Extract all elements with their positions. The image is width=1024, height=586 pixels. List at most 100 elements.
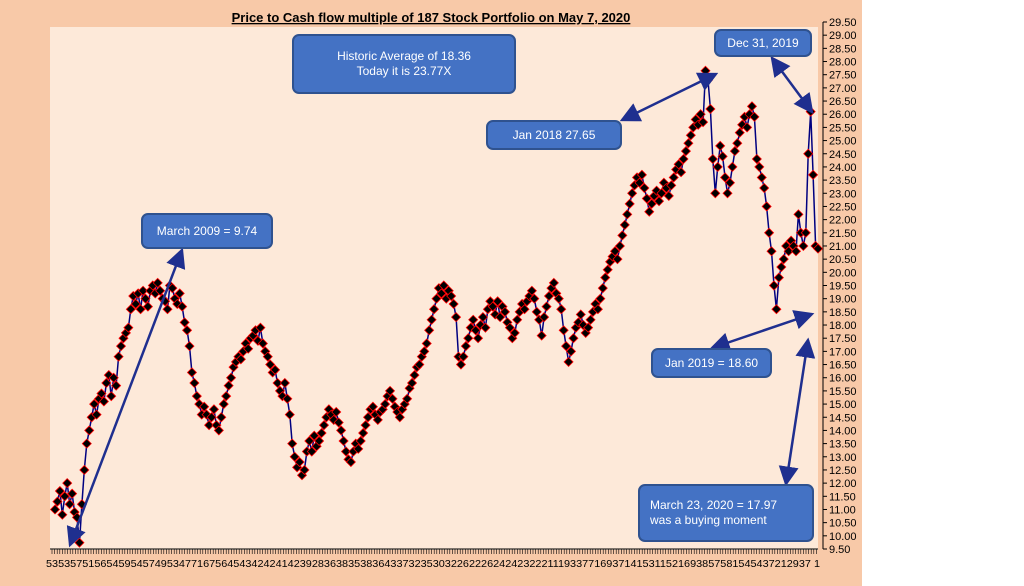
data-point [563,356,574,367]
data-point [715,140,726,151]
data-point [531,306,542,317]
callout-march-2009-text: March 2009 = 9.74 [156,223,258,238]
callout-jan-2018: Jan 2018 27.65 [486,120,622,150]
data-point [561,341,572,352]
data-point [568,333,579,344]
data-point [424,325,435,336]
data-point [270,364,281,375]
data-point [477,312,489,323]
data-point [600,272,611,283]
data-point [446,290,457,302]
data-point [759,182,770,194]
data-point [724,177,736,188]
data-point [622,209,633,220]
y-tick-label: 28.00 [829,57,857,69]
data-point [732,138,743,149]
data-point [529,293,540,304]
data-point [345,456,356,468]
arrow-march-2020 [778,337,816,487]
chart-svg: Price to Cash flow multiple of 187 Stock… [0,0,862,586]
data-point [304,435,315,447]
data-point [641,193,652,204]
data-point [634,177,645,188]
y-tick-label: 29.50 [829,17,857,29]
plot-area [50,27,818,550]
data-point [756,172,767,183]
data-point [585,314,596,325]
data-point [455,359,467,370]
data-point [727,161,738,172]
data-point [685,130,696,141]
callout-historic-average-line2: Today it is 23.77X [356,64,452,78]
data-point [340,446,352,457]
callout-dec-2019: Dec 31, 2019 [714,29,812,57]
data-point [754,161,765,172]
data-point [294,456,305,468]
data-point [808,169,819,180]
y-tick-label: 14.00 [829,425,857,437]
data-point [282,393,293,404]
data-point [673,159,684,170]
y-tick-label: 19.50 [829,281,857,293]
data-point [333,417,344,428]
y-tick-label: 26.50 [829,96,857,108]
data-point [394,412,405,423]
data-point [257,338,268,349]
data-point [644,206,655,217]
y-tick-label: 23.00 [829,188,857,200]
data-point [226,372,237,383]
data-point [204,420,215,431]
data-point [683,138,694,149]
data-point [436,288,447,299]
callout-jan-2019-text: Jan 2019 = 18.60 [664,355,759,370]
data-point [710,188,721,199]
data-point [595,293,606,304]
data-point [783,246,794,257]
y-tick-label: 27.50 [829,70,857,82]
data-point [372,414,383,425]
data-point [426,314,437,325]
data-point [414,359,425,370]
y-tick-label: 10.00 [829,531,857,543]
y-tick-label: 27.00 [829,83,857,95]
data-point [636,169,647,180]
data-point [749,111,760,122]
data-point [299,464,310,476]
data-point [746,101,758,112]
data-point [353,443,364,454]
data-point [409,370,420,381]
data-point [734,127,745,138]
data-point [512,314,523,325]
data-point [583,322,594,333]
data-point [287,438,298,449]
data-point [766,246,777,257]
callout-march-2020: March 23, 2020 = 17.97 was a buying mome… [638,484,814,542]
data-point [729,146,740,157]
data-point [556,304,567,315]
y-tick-label: 16.00 [829,373,857,385]
data-point [54,485,65,497]
data-point [191,391,202,402]
data-point [798,240,809,252]
y-tick-label: 18.50 [829,307,857,319]
data-point [448,298,459,310]
y-tick-label: 16.50 [829,360,857,372]
data-point [668,172,679,183]
data-point [680,146,692,157]
data-point [314,435,325,447]
data-point [355,435,366,447]
data-point [553,293,564,304]
data-point [309,430,320,441]
callout-historic-average: Historic Average of 18.36 Today it is 23… [292,34,516,94]
data-point [52,496,63,507]
arrow-jan-2018 [619,72,719,122]
data-point [49,504,61,515]
y-tick-label: 22.50 [829,201,857,213]
data-point [289,451,300,462]
data-point [358,427,369,439]
data-point [57,509,68,520]
y-tick-label: 12.50 [829,465,857,477]
y-tick-label: 28.50 [829,43,857,55]
y-tick-label: 14.50 [829,412,857,424]
data-point [619,219,630,230]
